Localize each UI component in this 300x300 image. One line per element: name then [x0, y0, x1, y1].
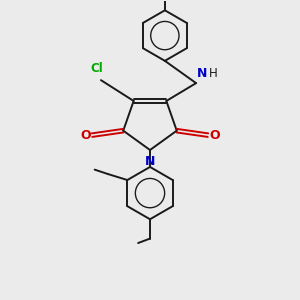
Text: N: N	[145, 155, 155, 168]
Text: Cl: Cl	[90, 62, 103, 75]
Text: H: H	[208, 67, 217, 80]
Text: N: N	[197, 67, 207, 80]
Text: O: O	[80, 129, 91, 142]
Text: O: O	[209, 129, 220, 142]
